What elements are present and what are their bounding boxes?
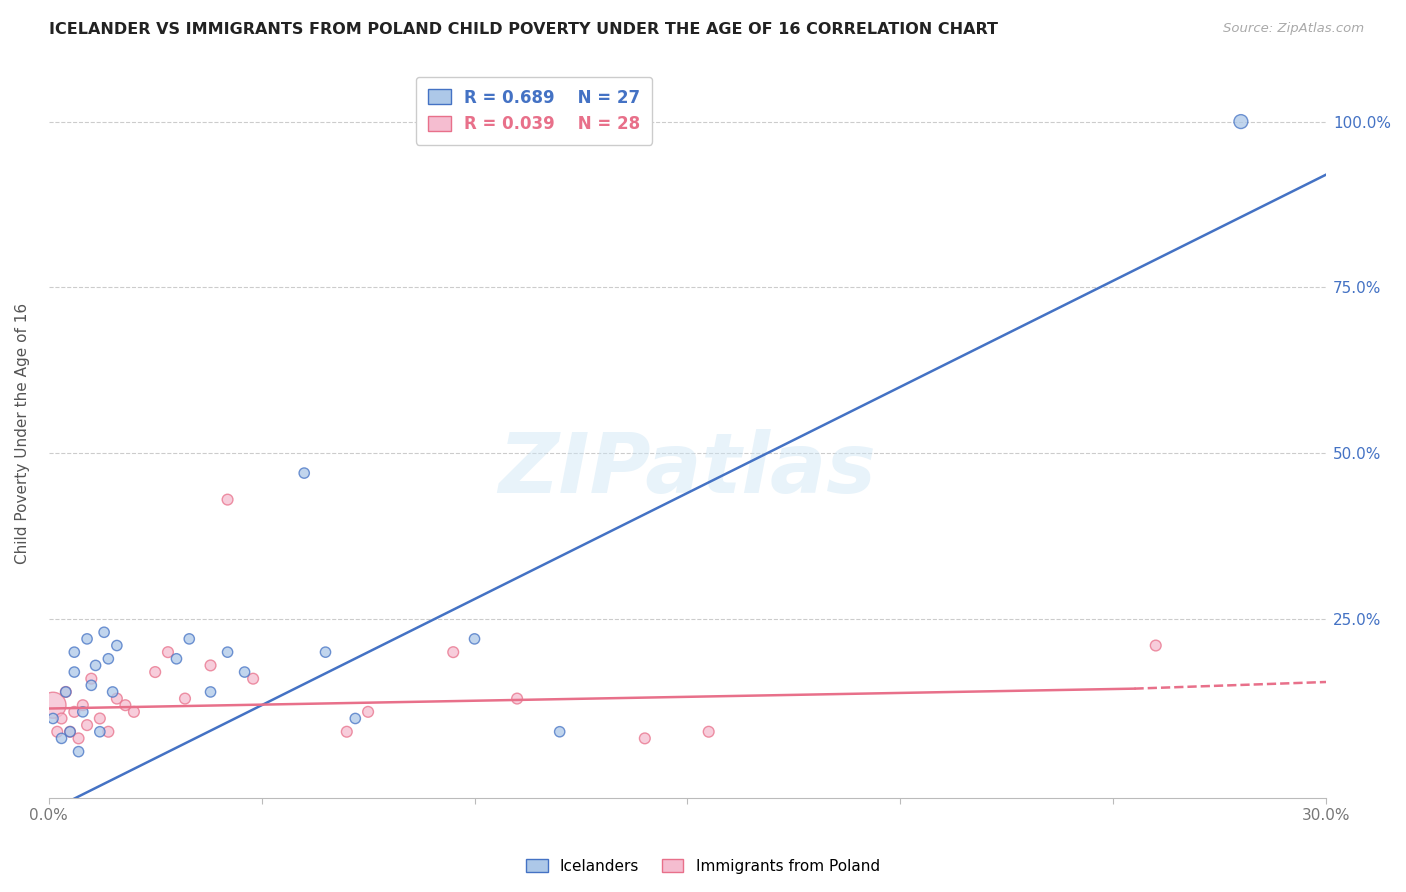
Point [55,685,77,699]
Point [315,645,337,659]
Point [42,698,65,713]
Point [59,724,82,739]
Point [51,731,73,746]
Point [242,672,264,686]
Point [101,685,124,699]
Point [697,724,720,739]
Point [72,705,94,719]
Point [84,658,107,673]
Point [336,724,359,739]
Point [156,645,179,659]
Point [441,645,464,659]
Point [233,665,256,679]
Point [63,645,86,659]
Point [122,705,145,719]
Point [76,718,98,732]
Point [143,665,166,679]
Point [634,731,657,746]
Text: ZIPatlas: ZIPatlas [499,429,876,510]
Legend: R = 0.689    N = 27, R = 0.039    N = 28: R = 0.689 N = 27, R = 0.039 N = 28 [416,77,652,145]
Point [506,691,529,706]
Point [89,724,111,739]
Point [80,678,103,692]
Text: ICELANDER VS IMMIGRANTS FROM POLAND CHILD POVERTY UNDER THE AGE OF 16 CORRELATIO: ICELANDER VS IMMIGRANTS FROM POLAND CHIL… [49,22,998,37]
Point [344,711,367,725]
Point [105,639,128,653]
Point [42,711,65,725]
Point [1144,639,1167,653]
Point [548,724,571,739]
Point [55,685,77,699]
Point [217,492,239,507]
Y-axis label: Child Poverty Under the Age of 16: Child Poverty Under the Age of 16 [15,302,30,564]
Point [217,645,239,659]
Point [105,691,128,706]
Point [63,665,86,679]
Point [292,466,315,480]
Point [200,658,222,673]
Point [46,724,69,739]
Point [179,632,201,646]
Point [67,745,90,759]
Point [463,632,485,646]
Point [72,698,94,713]
Point [63,705,86,719]
Point [51,711,73,725]
Point [174,691,197,706]
Point [114,698,136,713]
Point [1230,114,1253,128]
Point [97,652,120,666]
Point [93,625,115,640]
Point [67,731,90,746]
Point [76,632,98,646]
Text: Source: ZipAtlas.com: Source: ZipAtlas.com [1223,22,1364,36]
Point [89,711,111,725]
Point [59,724,82,739]
Point [166,652,188,666]
Legend: Icelanders, Immigrants from Poland: Icelanders, Immigrants from Poland [520,853,886,880]
Point [357,705,380,719]
Point [97,724,120,739]
Point [80,672,103,686]
Point [200,685,222,699]
